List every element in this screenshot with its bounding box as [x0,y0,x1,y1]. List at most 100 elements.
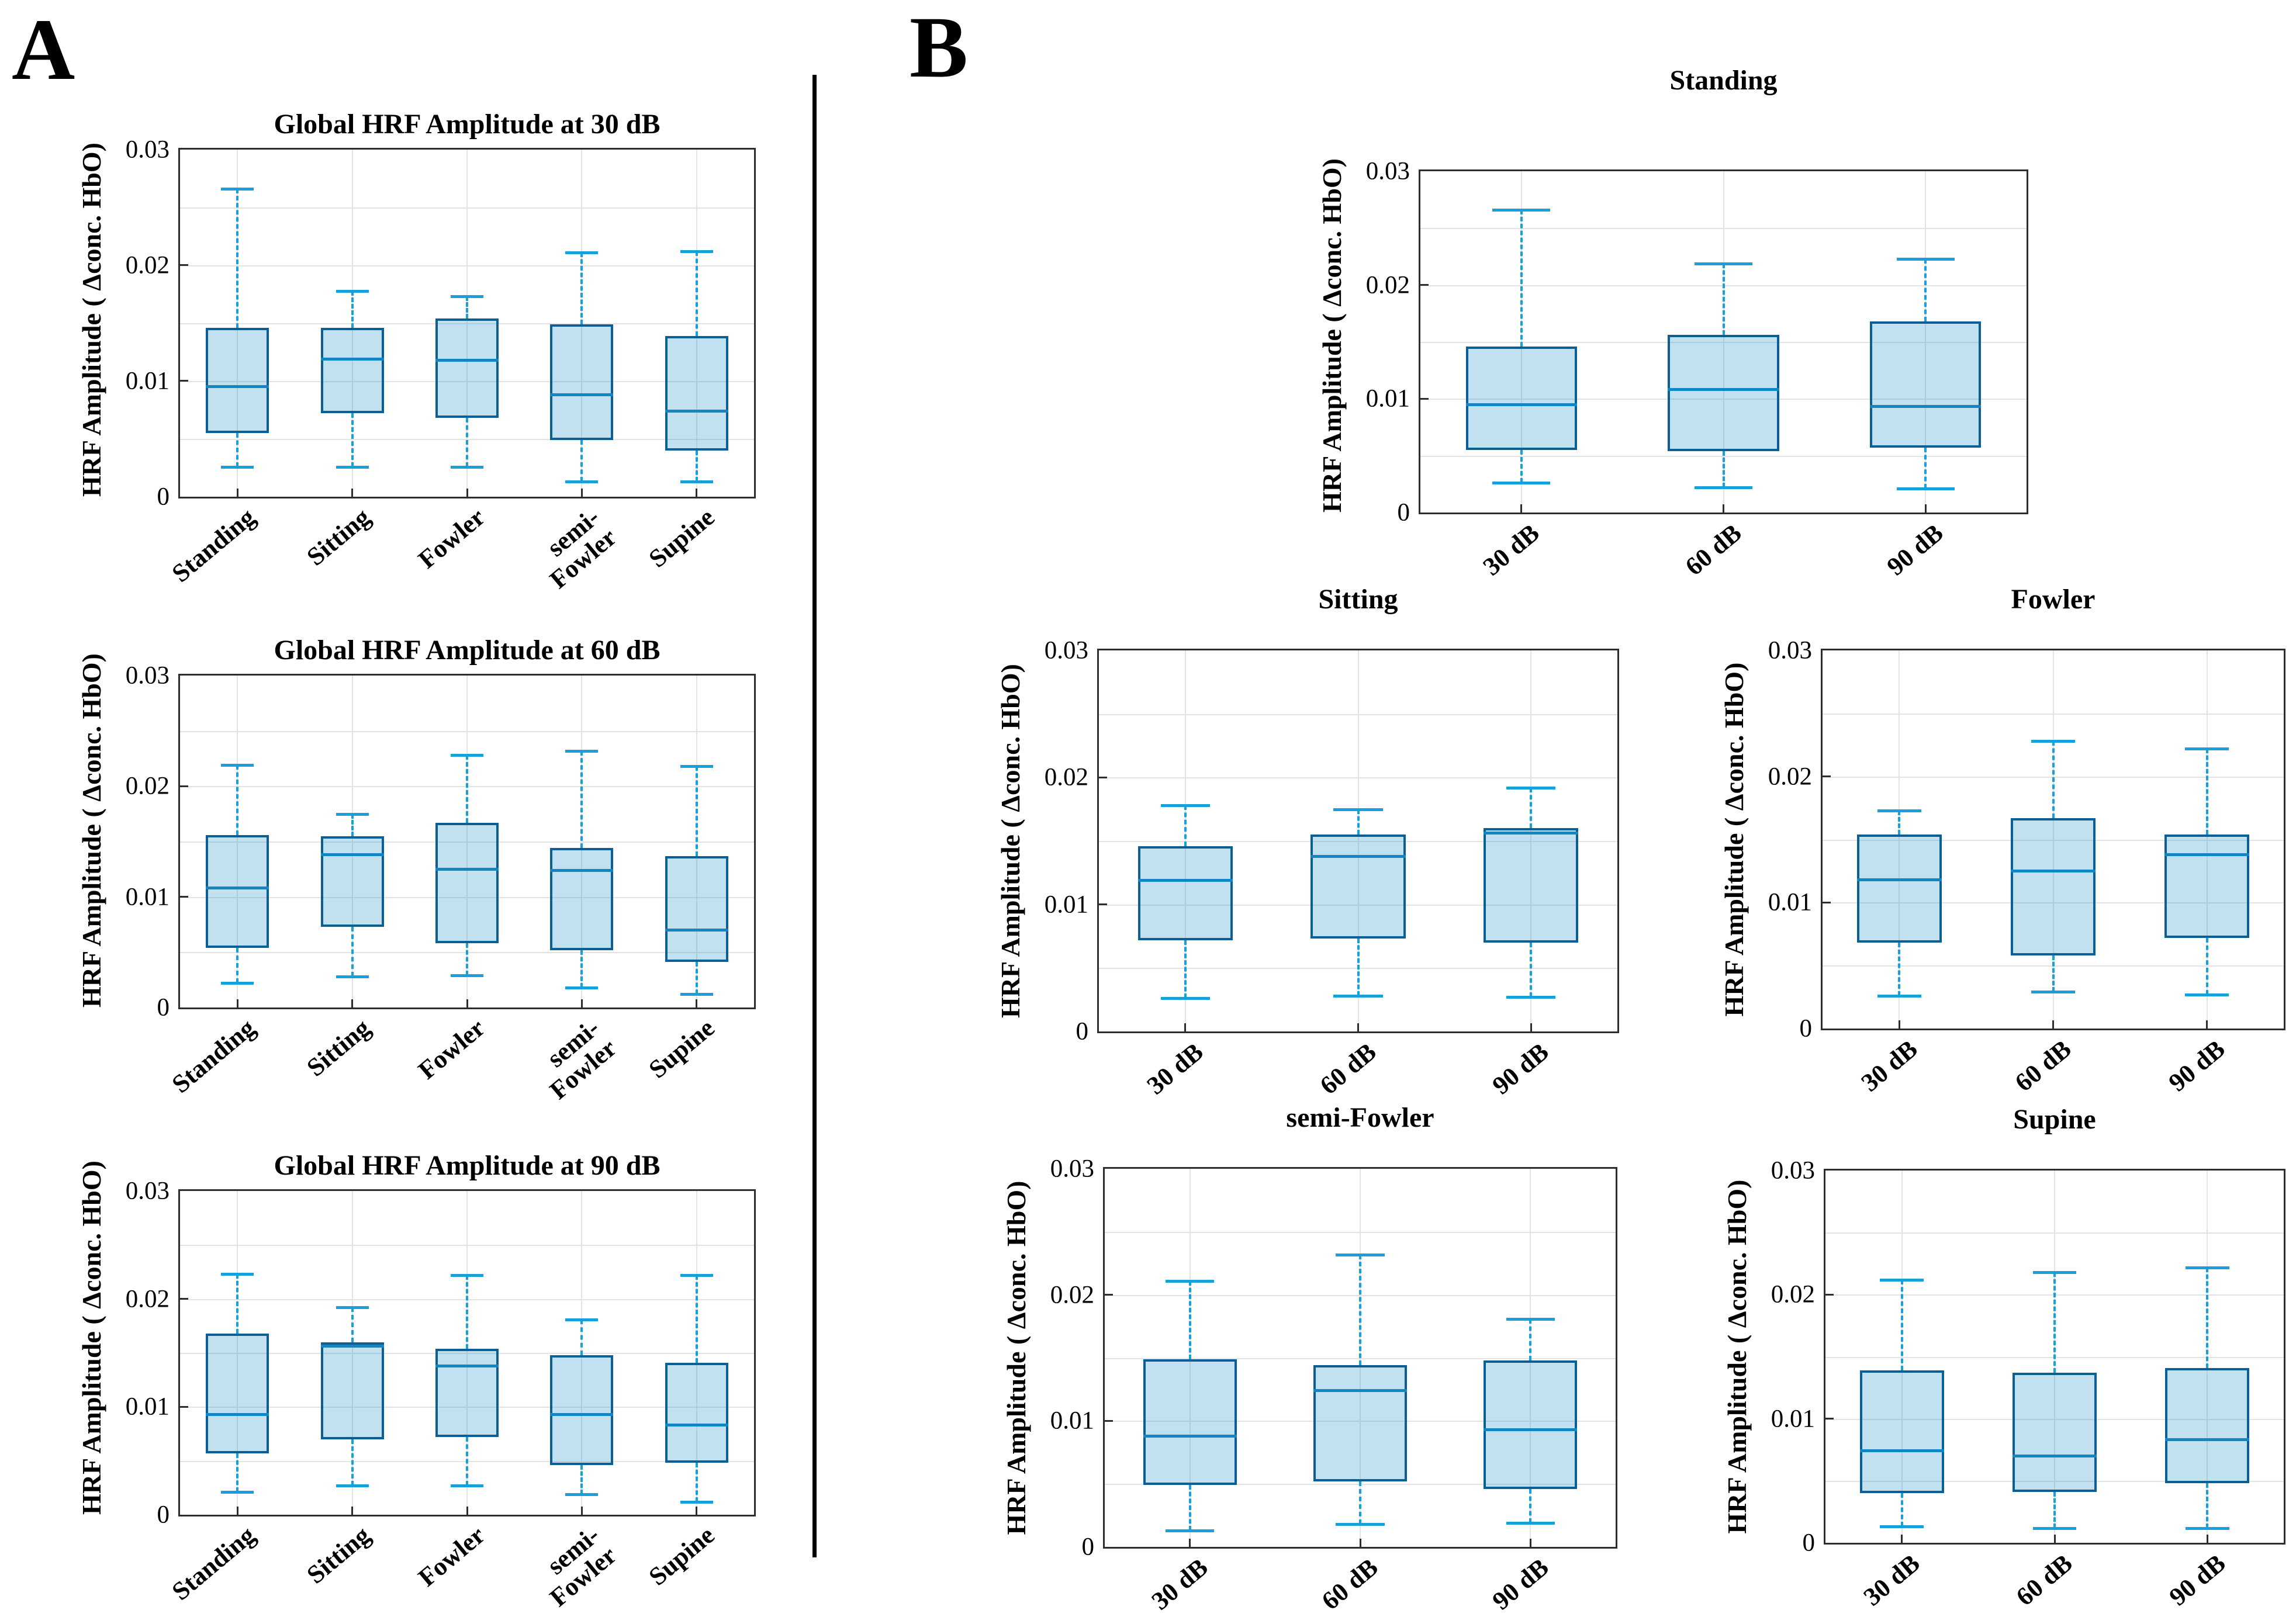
median-90-db [2164,853,2249,856]
v-gridline [351,1191,353,1515]
median-60-db [1668,388,1779,392]
whisker-cap-high-standing [221,188,254,191]
y-tick-mark [1099,903,1107,906]
median-30-db [1857,878,1942,881]
whisker-cap-high-semi-fowler [565,749,599,753]
v-gridline [2052,650,2054,1029]
y-tick-label: 0.03 [125,136,170,164]
y-tick-label: 0.02 [1771,1280,1815,1308]
whisker-upper-60-db [1357,809,1360,835]
box-60-db [2011,818,2096,955]
box-30-db [1137,846,1233,940]
whisker-cap-low-60-db [1336,1523,1385,1526]
y-tick-label: 0.01 [125,367,170,395]
chart-title: semi-Fowler [1286,1102,1434,1133]
x-tick-mark [236,1507,238,1515]
v-gridline [466,676,468,1007]
x-tick-mark [2053,1535,2056,1543]
v-gridline [1723,171,1724,513]
y-axis-label: HRF Amplitude ( Δconc. HbO) [995,664,1025,1018]
x-tick-mark [580,999,583,1007]
y-tick-mark [1105,1294,1113,1296]
whisker-upper-sitting [351,813,354,836]
x-tick-label-supine: Supine [643,502,720,573]
whisker-cap-low-90-db [1506,996,1556,999]
y-tick-label: 0.02 [1050,1281,1094,1309]
whisker-cap-high-30-db [1492,209,1551,212]
chart-title: Global HRF Amplitude at 30 dB [274,108,661,140]
whisker-upper-supine [695,1275,698,1363]
median-30-db [1143,1434,1237,1438]
x-tick-label-60-db: 60 dB [2010,1548,2078,1612]
y-tick-mark [1825,1293,1834,1296]
y-axis-label: HRF Amplitude ( Δconc. HbO) [1001,1180,1031,1535]
whisker-cap-high-90-db [2184,747,2229,751]
whisker-lower-60-db [1722,451,1725,488]
box-90-db [1483,828,1579,943]
x-tick-mark [2206,1535,2208,1543]
y-tick-label: 0.01 [125,1393,170,1421]
box-semi-fowler [550,1355,614,1466]
box-90-db [1870,321,1982,448]
whisker-cap-low-30-db [1160,997,1211,1000]
x-tick-label-30-db: 30 dB [1858,1548,1925,1612]
y-tick-label: 0 [1076,1017,1089,1045]
whisker-cap-high-90-db [1506,1317,1555,1321]
y-tick-mark [180,1298,188,1300]
x-tick-mark [2052,1020,2054,1029]
whisker-cap-low-sitting [336,1484,369,1488]
x-tick-mark [351,1507,354,1515]
whisker-lower-90-db [1530,942,1533,998]
whisker-lower-sitting [351,926,354,977]
v-gridline [237,676,238,1007]
x-tick-label-60-db: 60 dB [1679,518,1747,581]
v-gridline [1925,171,1927,513]
v-gridline [2206,650,2208,1029]
chart-title: Global HRF Amplitude at 90 dB [274,1149,661,1181]
x-tick-mark [1898,1020,1900,1029]
y-tick-mark [180,264,188,266]
whisker-upper-fowler [466,755,468,823]
box-fowler [435,318,499,418]
chart-title: Supine [2013,1103,2096,1135]
y-axis-label: HRF Amplitude ( Δconc. HbO) [1719,662,1749,1017]
x-tick-label-standing: Standing [167,1013,261,1099]
x-tick-label-standing: Standing [167,502,261,588]
box-30-db [1859,1370,1944,1494]
boxplot-fowler: Fowler HRF Amplitude ( Δconc. HbO) 30 dB… [1719,584,2285,1097]
whisker-cap-low-semi-fowler [565,986,599,989]
y-tick-mark [1823,901,1831,903]
x-tick-label-sitting: Sitting [301,502,376,572]
x-tick-mark [580,489,583,497]
whisker-upper-sitting [351,1307,354,1342]
whisker-cap-high-60-db [1695,262,1752,265]
y-tick-label: 0.01 [1365,385,1410,413]
whisker-cap-high-60-db [2032,1271,2077,1275]
whisker-upper-90-db [2206,1267,2209,1368]
x-tick-mark [1520,504,1523,513]
box-sitting [320,327,384,414]
x-tick-label-90-db: 90 dB [2163,1548,2231,1612]
whisker-cap-low-sitting [336,975,369,978]
box-60-db [1310,835,1406,939]
x-tick-label-60-db: 60 dB [2009,1034,2077,1097]
box-standing [206,835,269,948]
boxplot-global-hrf-30db: Global HRF Amplitude at 30 dB HRF Amplit… [77,109,756,594]
whisker-lower-fowler [466,1437,468,1486]
whisker-lower-30-db [1184,940,1187,999]
x-tick-mark [466,999,468,1007]
whisker-upper-fowler [466,296,468,319]
boxplot-supine: Supine HRF Amplitude ( Δconc. HbO) 30 dB… [1722,1104,2285,1611]
x-tick-mark [696,489,698,497]
box-supine [665,856,728,962]
y-tick-label: 0.03 [125,1177,170,1205]
v-gridline [1530,650,1532,1031]
box-fowler [435,1348,499,1438]
x-tick-mark [696,999,698,1007]
x-tick-mark [1723,504,1724,513]
y-tick-label: 0.03 [1768,636,1812,664]
whisker-cap-high-standing [221,1273,254,1276]
y-tick-label: 0 [1081,1533,1095,1561]
x-tick-label-90-db: 90 dB [1486,1552,1554,1616]
x-tick-mark [1184,1023,1187,1031]
